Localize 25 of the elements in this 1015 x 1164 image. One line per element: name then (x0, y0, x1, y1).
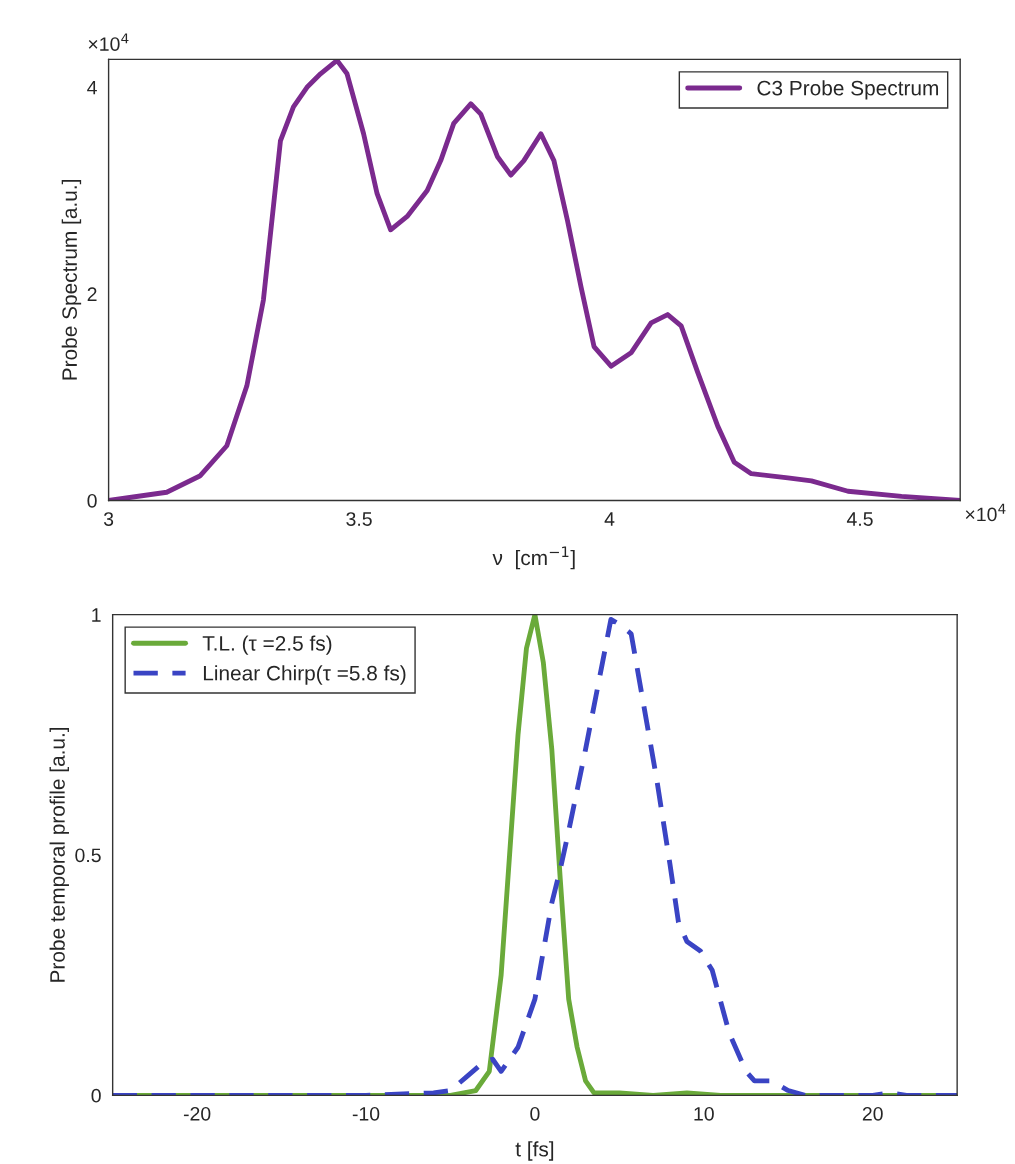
y-axis-title: Probe temporal profile [a.u.] (49, 727, 69, 982)
x-tick-label: 4.5 (846, 512, 873, 526)
x-tick-label: -10 (352, 1106, 380, 1121)
x-axis-title: t [fs] (515, 1141, 554, 1161)
x-axis-title: ν [cm$^{−1}$] (492, 546, 575, 570)
legend-label: C3 Probe Spectrum (757, 80, 938, 100)
y-tick-label: 2 (87, 287, 97, 301)
legend-label: T.L. (τ =2.5 fs) (202, 635, 332, 655)
x-tick-label: 0 (530, 1106, 540, 1121)
y-tick-label: 0 (87, 493, 97, 508)
y-tick-label: 0 (91, 1088, 101, 1103)
text: ×10$^{4}$ (965, 503, 1006, 522)
x-tick-label: 4 (604, 512, 615, 526)
x-tick-label: 10 (694, 1106, 714, 1121)
y-axis-title: Probe Spectrum [a.u.] (61, 180, 82, 380)
x-tick-label: 3.5 (346, 512, 372, 526)
x-tick-label: -20 (183, 1106, 211, 1121)
x-tick-label: 20 (862, 1106, 883, 1121)
line-series (108, 59, 961, 501)
text: ×10$^{4}$ (88, 33, 129, 51)
y-tick-label: 4 (87, 80, 97, 95)
y-tick-label: 1 (92, 608, 101, 622)
y-tick-label: 0.5 (75, 848, 101, 863)
x-tick-label: 3 (103, 512, 114, 526)
legend-label: Linear Chirp(τ =5.8 fs) (203, 665, 406, 685)
